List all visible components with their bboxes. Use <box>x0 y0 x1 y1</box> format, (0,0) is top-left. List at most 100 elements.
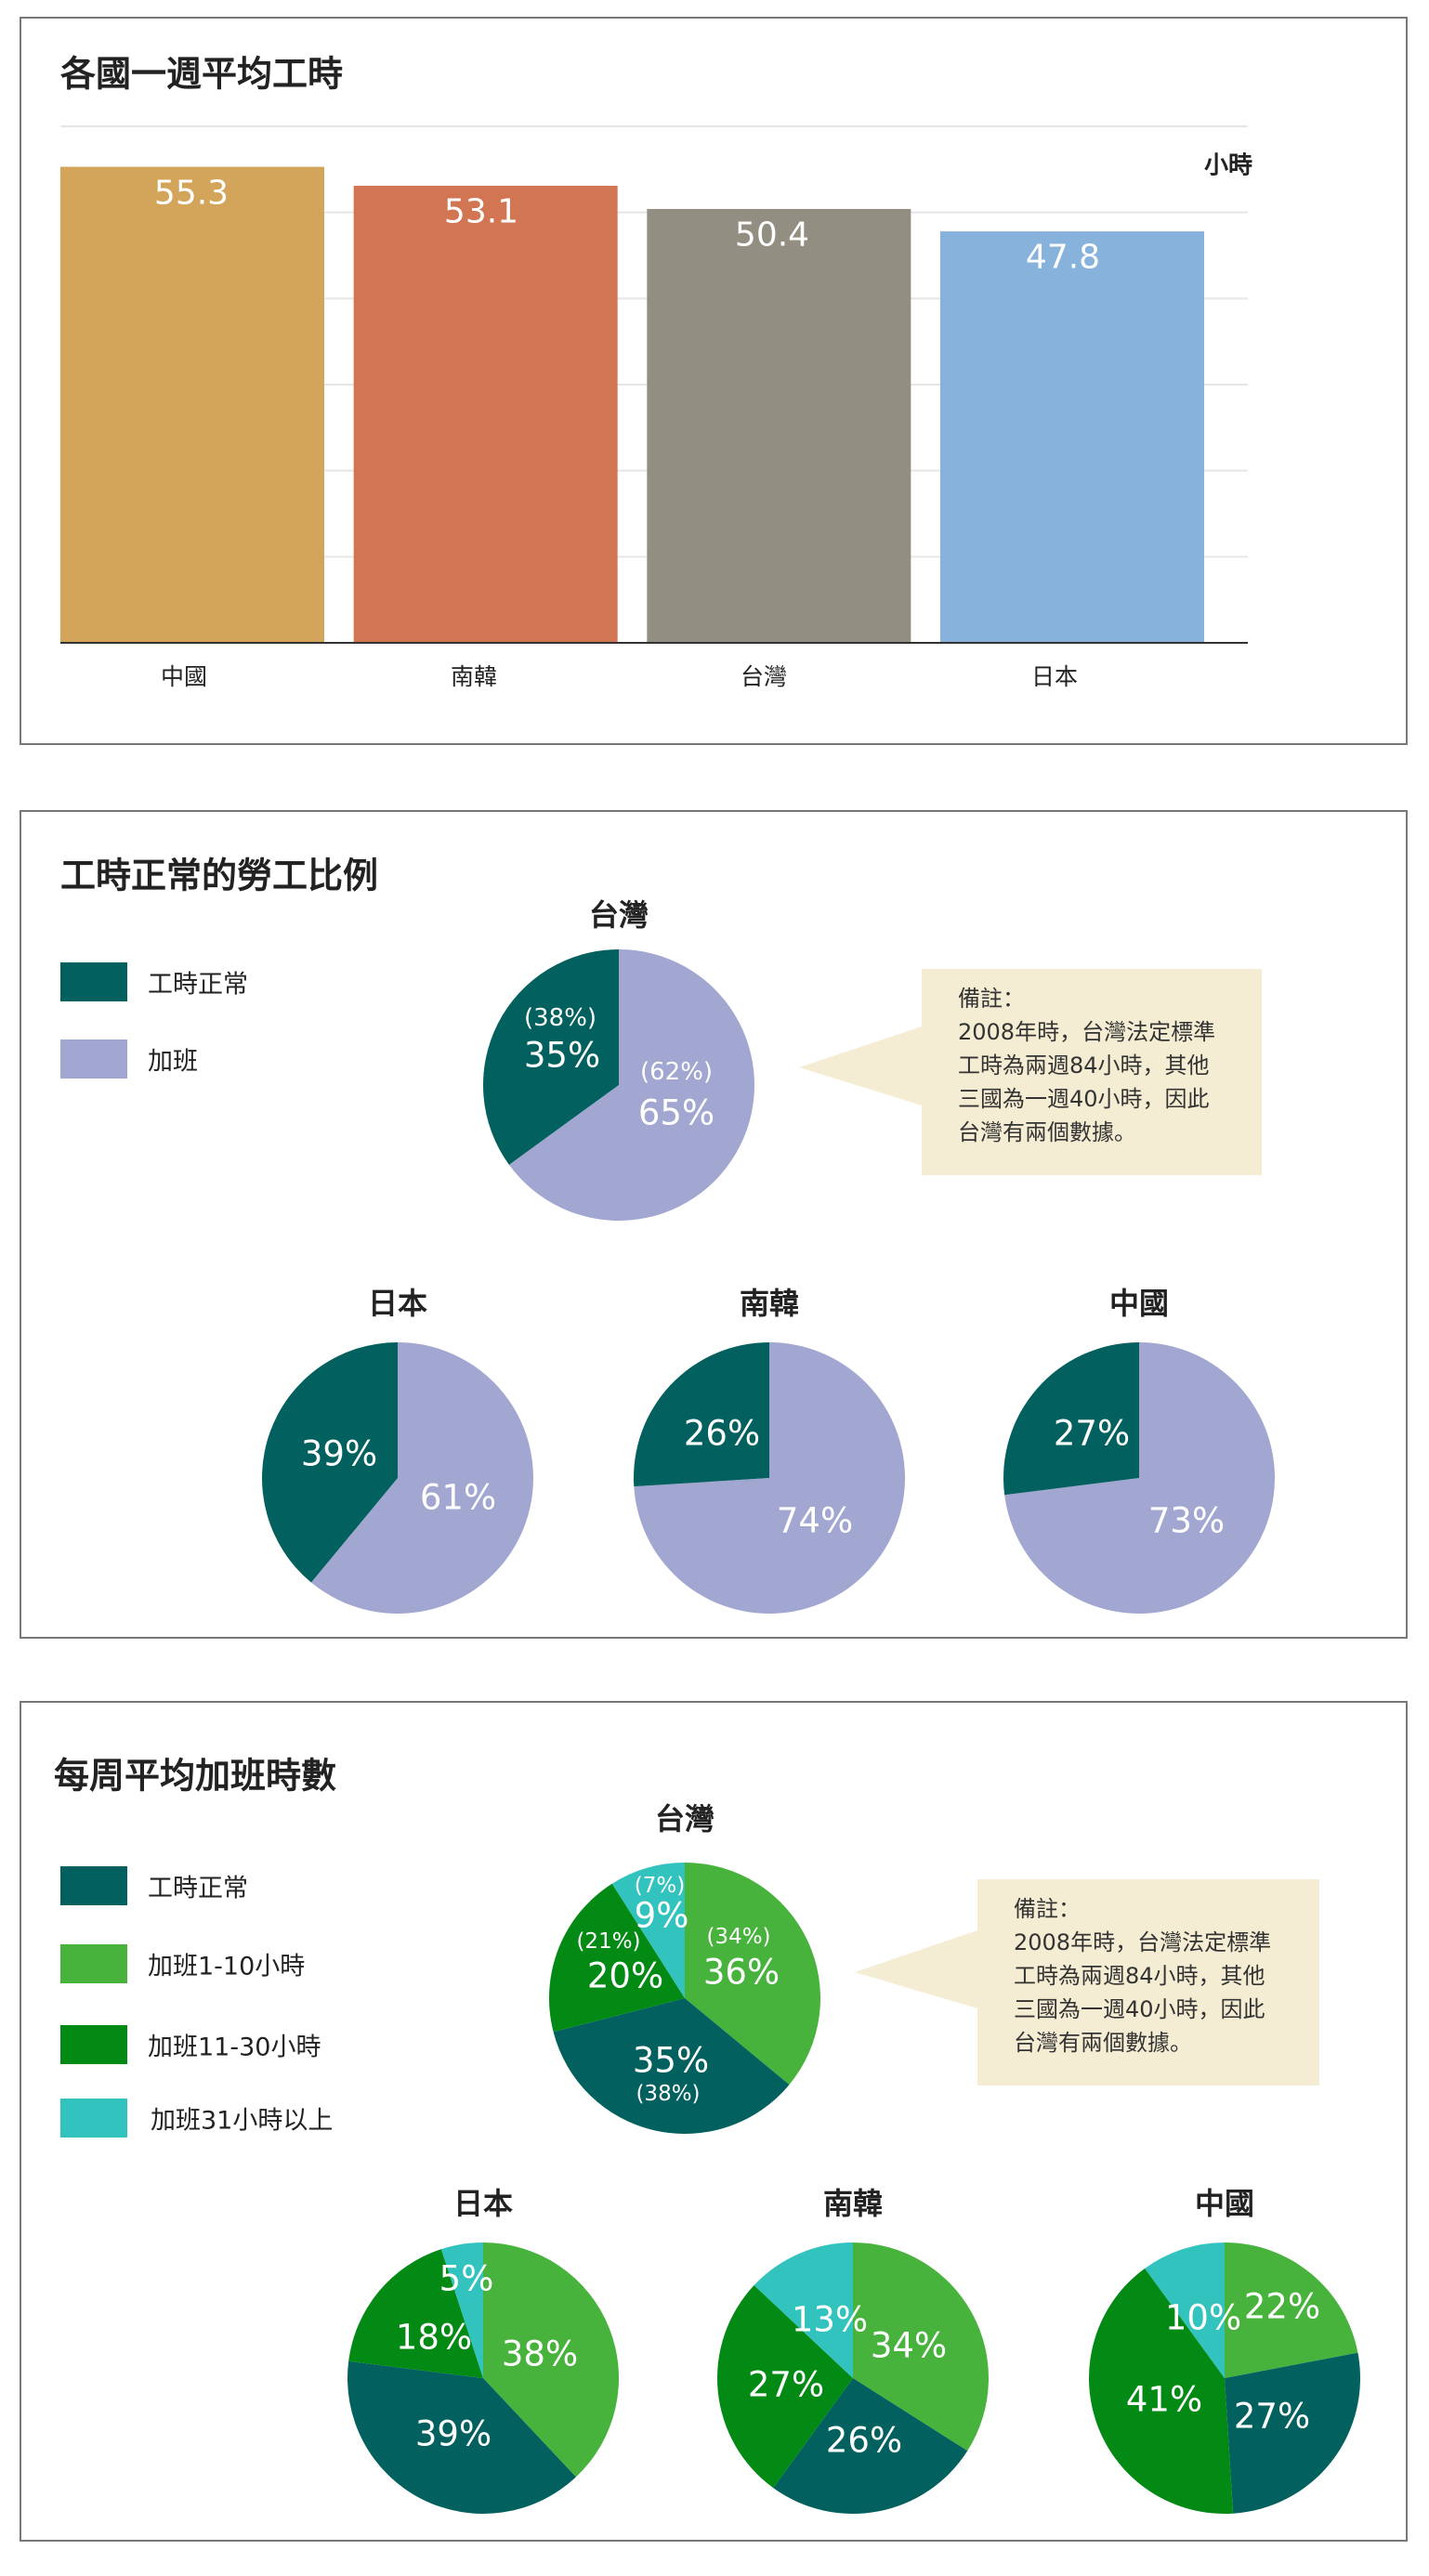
chart-title: 工時正常的勞工比例 <box>60 855 379 896</box>
pie-alt-label: (7%) <box>634 1874 686 1898</box>
legend-label: 加班31小時以上 <box>151 2106 334 2136</box>
overtime-pie-中國-slice-2 <box>1089 2268 1234 2514</box>
overtime-pie-南韓-slice-0 <box>853 2243 990 2452</box>
pie-title: 南韓 <box>822 2186 884 2221</box>
legend-label: 加班 <box>148 1047 198 1077</box>
overtime-pie-中國-slice-1 <box>1225 2352 1361 2514</box>
bar-value-label: 55.3 <box>153 174 229 213</box>
pie-alt-label: (21%) <box>576 1929 641 1954</box>
note-pointer <box>855 1930 977 2008</box>
y-axis-unit: 小時 <box>1203 151 1253 180</box>
chart-title: 每周平均加班時數 <box>54 1755 337 1797</box>
legend-swatch-overtime-11-30 <box>60 2025 127 2064</box>
pie-label: 27% <box>747 2364 825 2405</box>
legend-swatch-normal <box>60 962 127 1001</box>
overtime-pie-南韓-slice-3 <box>754 2243 853 2378</box>
legend-swatch-overtime-31-plus <box>60 2099 127 2138</box>
note-line: 2008年時，台灣法定標準 <box>958 1019 1216 1045</box>
pie-title: 南韓 <box>739 1286 800 1321</box>
note-line: 三國為一週40小時，因此 <box>958 1086 1210 1112</box>
overtime-pie-台灣-slice-2 <box>549 1883 685 2033</box>
bar-日本 <box>940 231 1204 643</box>
pie-label: 65% <box>637 1092 715 1133</box>
pie-label: 18% <box>395 2317 473 2358</box>
pie-label: 34% <box>870 2325 948 2366</box>
note-line: 2008年時，台灣法定標準 <box>1014 1929 1272 1955</box>
x-tick-label: 日本 <box>1030 663 1079 690</box>
overtime-pie-中國-slice-0 <box>1225 2243 1358 2378</box>
overtime-pie-日本-slice-2 <box>348 2249 483 2378</box>
legend-label: 加班11-30小時 <box>148 2033 321 2062</box>
pie-label: 27% <box>1053 1413 1131 1454</box>
overtime-pie-中國-slice-3 <box>1145 2243 1225 2378</box>
overtime-pie-日本-slice-3 <box>440 2243 483 2378</box>
pie-label: 73% <box>1147 1500 1226 1541</box>
pie-台灣-slice-0 <box>508 949 754 1222</box>
legend-swatch-overtime-1-10 <box>60 1944 127 1983</box>
overtime-pie-南韓-slice-1 <box>773 2378 968 2514</box>
pie-title: 中國 <box>1108 1286 1170 1321</box>
legend-label: 加班1-10小時 <box>148 1952 306 1981</box>
note-pointer <box>799 1026 922 1105</box>
bar-南韓 <box>353 185 618 643</box>
pie-title: 台灣 <box>588 897 649 933</box>
pie-alt-label: (38%) <box>523 1004 597 1032</box>
chart-title: 各國一週平均工時 <box>60 53 344 95</box>
overtime-pie-日本-slice-1 <box>347 2360 576 2514</box>
overtime-pie-台灣-slice-1 <box>553 1998 790 2134</box>
pie-label: 35% <box>523 1035 601 1076</box>
note-box: 備註： 2008年時，台灣法定標準 工時為兩週84小時，其他 三國為一週40小時… <box>977 1879 1319 2086</box>
pie-title: 台灣 <box>654 1801 715 1837</box>
pie-title: 日本 <box>367 1286 428 1321</box>
x-tick-label: 中國 <box>160 663 208 690</box>
overtime-pie-台灣-slice-0 <box>685 1863 821 2086</box>
pie-label: 13% <box>791 2299 869 2340</box>
pie-label: 61% <box>419 1477 497 1518</box>
x-tick-label: 台灣 <box>740 663 788 690</box>
pie-label: 26% <box>825 2420 903 2461</box>
pie-label: 36% <box>702 1952 780 1993</box>
note-line: 工時為兩週84小時，其他 <box>958 1053 1210 1079</box>
pie-label: 10% <box>1164 2297 1242 2338</box>
pie-label: 39% <box>300 1433 378 1474</box>
pie-label: 20% <box>586 1955 664 1996</box>
overtime-pie-日本-slice-0 <box>483 2243 620 2478</box>
pie-label: 74% <box>776 1500 854 1541</box>
pie-label: 39% <box>414 2413 492 2454</box>
note-line: 三國為一週40小時，因此 <box>1014 1996 1265 2022</box>
pie-中國-slice-0 <box>1004 1342 1276 1614</box>
legend-label: 工時正常 <box>148 970 248 1000</box>
pie-title: 日本 <box>452 2186 514 2221</box>
pie-label: 22% <box>1243 2286 1321 2327</box>
bar-value-label: 47.8 <box>1025 238 1101 277</box>
note-heading: 備註： <box>958 986 1025 1012</box>
x-tick-label: 南韓 <box>450 663 498 690</box>
pie-alt-label: (34%) <box>706 1925 771 1949</box>
pie-label: 26% <box>683 1413 761 1454</box>
pie-title: 中國 <box>1194 2186 1255 2221</box>
pie-alt-label: (62%) <box>639 1058 714 1086</box>
pie-label: 35% <box>632 2040 710 2081</box>
bar-value-label: 53.1 <box>443 192 519 231</box>
note-line: 台灣有兩個數據。 <box>1014 2030 1192 2056</box>
pie-label: 38% <box>501 2334 579 2374</box>
pie-台灣-slice-1 <box>483 949 619 1165</box>
pie-中國-slice-1 <box>1003 1342 1139 1496</box>
note-heading: 備註： <box>1014 1896 1081 1922</box>
pie-南韓-slice-0 <box>634 1342 905 1614</box>
legend-swatch-overtime <box>60 1040 127 1079</box>
note-line: 工時為兩週84小時，其他 <box>1014 1963 1265 1989</box>
pie-alt-label: (38%) <box>636 2082 701 2106</box>
pie-日本-slice-1 <box>262 1342 398 1583</box>
bar-台灣 <box>647 208 911 643</box>
overtime-pie-台灣-slice-3 <box>611 1863 685 1998</box>
bar-中國 <box>60 166 324 643</box>
pie-日本-slice-0 <box>310 1342 534 1614</box>
legend-label: 工時正常 <box>148 1874 248 1903</box>
note-box: 備註： 2008年時，台灣法定標準 工時為兩週84小時，其他 三國為一週40小時… <box>922 969 1262 1175</box>
pie-南韓-slice-1 <box>634 1342 769 1487</box>
legend-swatch-normal <box>60 1866 127 1905</box>
bar-value-label: 50.4 <box>734 216 810 255</box>
pie-label: 5% <box>439 2258 494 2299</box>
